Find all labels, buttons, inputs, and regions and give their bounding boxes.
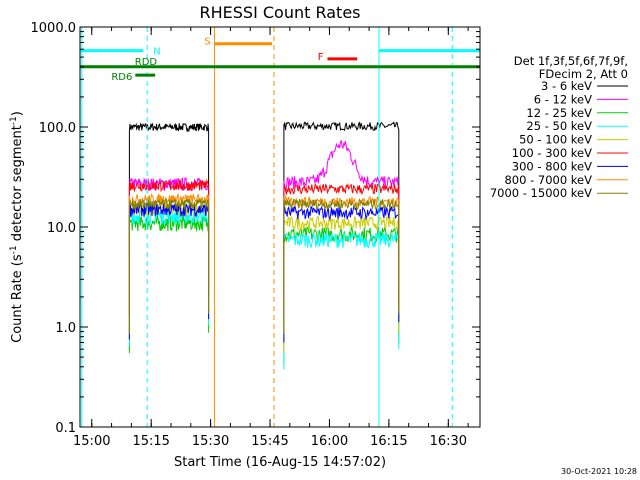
y-tick-label: 100.0 [39,121,76,136]
legend: Det 1f,3f,5f,6f,7f,9f, FDecim 2, Att 0 3… [490,54,628,200]
series-line-1-segment-1 [283,139,400,313]
series-line-4-segment-1 [283,215,400,353]
x-tick-label: 16:00 [311,434,348,449]
plot-frame [79,26,481,428]
x-tick-label: 16:30 [430,434,467,449]
legend-label-0: 3 - 6 keV [541,79,592,93]
series-line-3-segment-1 [283,231,400,370]
flag-label-rdd: RDD [135,57,158,68]
x-tick-label: 15:00 [73,434,110,449]
x-tick-label: 15:45 [251,434,288,449]
y-axis-title-part: detector segment [10,125,25,245]
legend-header-line1: Det 1f,3f,5f,6f,7f,9f, [514,54,628,68]
generation-timestamp: 30-Oct-2021 10:28 [561,467,637,476]
legend-label-7: 800 - 7000 keV [504,173,592,187]
series-line-0-segment-1 [283,121,400,257]
x-tick-label: 16:15 [370,434,407,449]
legend-label-6: 300 - 800 keV [512,159,592,173]
legend-label-8: 7000 - 15000 keV [490,186,592,200]
flag-label-rd6: RD6 [111,72,132,83]
x-tick-label: 15:30 [192,434,229,449]
x-axis-ticks: 15:00 15:15 15:30 15:45 16:00 16:15 16:30 [73,27,469,449]
y-axis-title: Count Rate (s-1 detector segment-1) [9,111,25,343]
series-5 [128,178,400,320]
series-4 [128,202,400,353]
y-axis-title-sup: -1 [9,245,19,254]
series-line-2-segment-0 [128,214,210,353]
series-line-2-segment-1 [283,225,400,365]
series-line-5-segment-1 [283,183,400,320]
series-8 [128,197,400,335]
y-axis-title-part: Count Rate (s [10,254,25,343]
series-6 [128,201,400,343]
y-tick-label: 0.1 [55,421,76,436]
y-tick-label: 1000.0 [31,21,77,36]
legend-label-5: 100 - 300 keV [512,146,592,160]
flag-label-f: F [318,52,324,63]
series-line-5-segment-0 [128,178,210,316]
chart-title: RHESSI Count Rates [200,3,361,22]
series-line-6-segment-1 [283,205,400,343]
series-line-8-segment-1 [283,197,400,335]
flag-label-s: S [204,37,210,48]
legend-label-2: 12 - 25 keV [526,106,592,120]
legend-label-1: 6 - 12 keV [534,92,592,106]
y-tick-label: 1.0 [55,321,76,336]
x-axis-title: Start Time (16-Aug-15 14:57:02) [174,455,386,470]
legend-header-line2: FDecim 2, Att 0 [539,67,628,81]
series-line-8-segment-0 [128,197,210,335]
y-axis-ticks: 0.1 1.0 10.0 100.0 1000.0 [31,21,480,436]
y-axis-title-sup: -1 [9,116,19,125]
flag-label-n: N [153,47,160,58]
series-line-7-segment-0 [128,192,210,330]
series-1 [128,139,400,314]
x-tick-label: 15:15 [132,434,169,449]
series-line-7-segment-1 [283,194,400,332]
series-line-0-segment-0 [128,122,210,258]
series-3 [128,207,400,370]
y-tick-label: 10.0 [47,221,76,236]
legend-label-3: 25 - 50 keV [526,119,592,133]
series-2 [128,214,400,365]
y-axis-title-part: ) [10,111,25,116]
legend-label-4: 50 - 100 keV [519,133,592,147]
series-0 [128,121,400,258]
